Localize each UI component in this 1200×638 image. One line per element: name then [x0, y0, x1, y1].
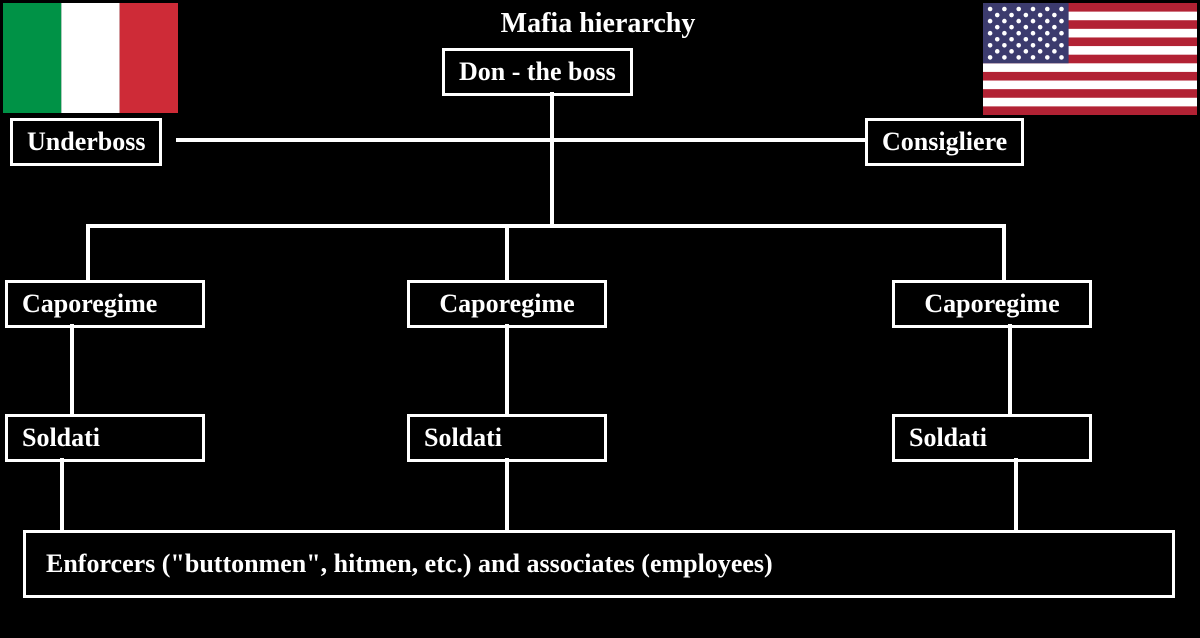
edge	[1002, 224, 1006, 282]
edge	[550, 92, 554, 140]
edge	[505, 324, 509, 416]
usa-flag-icon	[983, 3, 1197, 115]
node-enforcers: Enforcers ("buttonmen", hitmen, etc.) an…	[23, 530, 1175, 598]
edge	[70, 324, 74, 416]
node-soldati-3: Soldati	[892, 414, 1092, 462]
edge	[176, 138, 867, 142]
node-underboss: Underboss	[10, 118, 162, 166]
node-soldati-2: Soldati	[407, 414, 607, 462]
edge	[60, 458, 64, 532]
edge	[550, 140, 554, 226]
node-capo-2: Caporegime	[407, 280, 607, 328]
edge	[86, 224, 90, 282]
edge	[505, 458, 509, 532]
node-don: Don - the boss	[442, 48, 633, 96]
edge	[1014, 458, 1018, 532]
node-consigliere: Consigliere	[865, 118, 1024, 166]
diagram-title: Mafia hierarchy	[438, 8, 758, 40]
edge	[86, 224, 1006, 228]
edge	[505, 224, 509, 282]
italy-flag-icon	[3, 3, 178, 113]
node-capo-1: Caporegime	[5, 280, 205, 328]
node-capo-3: Caporegime	[892, 280, 1092, 328]
node-soldati-1: Soldati	[5, 414, 205, 462]
edge	[1008, 324, 1012, 416]
